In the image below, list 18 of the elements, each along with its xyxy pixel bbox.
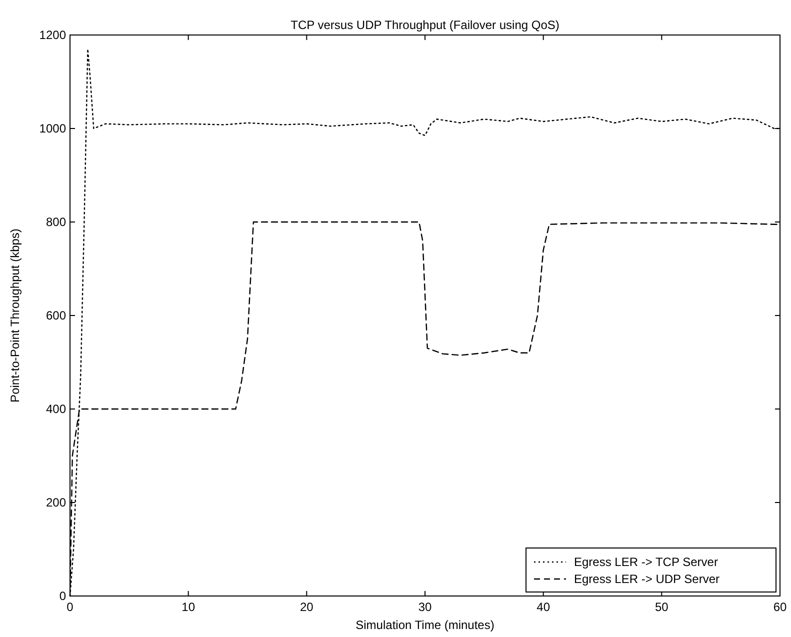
x-tick-label: 20	[300, 600, 314, 614]
x-tick-label: 50	[654, 600, 669, 614]
y-tick-label: 400	[46, 402, 66, 416]
y-tick-label: 200	[46, 496, 66, 510]
x-tick-label: 60	[773, 600, 787, 614]
legend-label: Egress LER -> TCP Server	[574, 555, 718, 569]
y-tick-label: 0	[59, 589, 66, 603]
y-tick-label: 1000	[39, 122, 66, 136]
x-tick-label: 40	[536, 600, 550, 614]
y-tick-label: 600	[46, 308, 66, 322]
y-tick-label: 1200	[39, 28, 66, 42]
x-tick-label: 30	[418, 600, 432, 614]
x-axis-title: Simulation Time (minutes)	[356, 618, 494, 632]
legend-label: Egress LER -> UDP Server	[574, 572, 720, 586]
x-tick-label: 10	[182, 600, 196, 614]
chart-title: TCP versus UDP Throughput (Failover using QoS)	[290, 18, 560, 32]
y-axis-title: Point-to-Point Throughput (kbps)	[8, 228, 22, 402]
y-tick-label: 800	[46, 215, 66, 229]
